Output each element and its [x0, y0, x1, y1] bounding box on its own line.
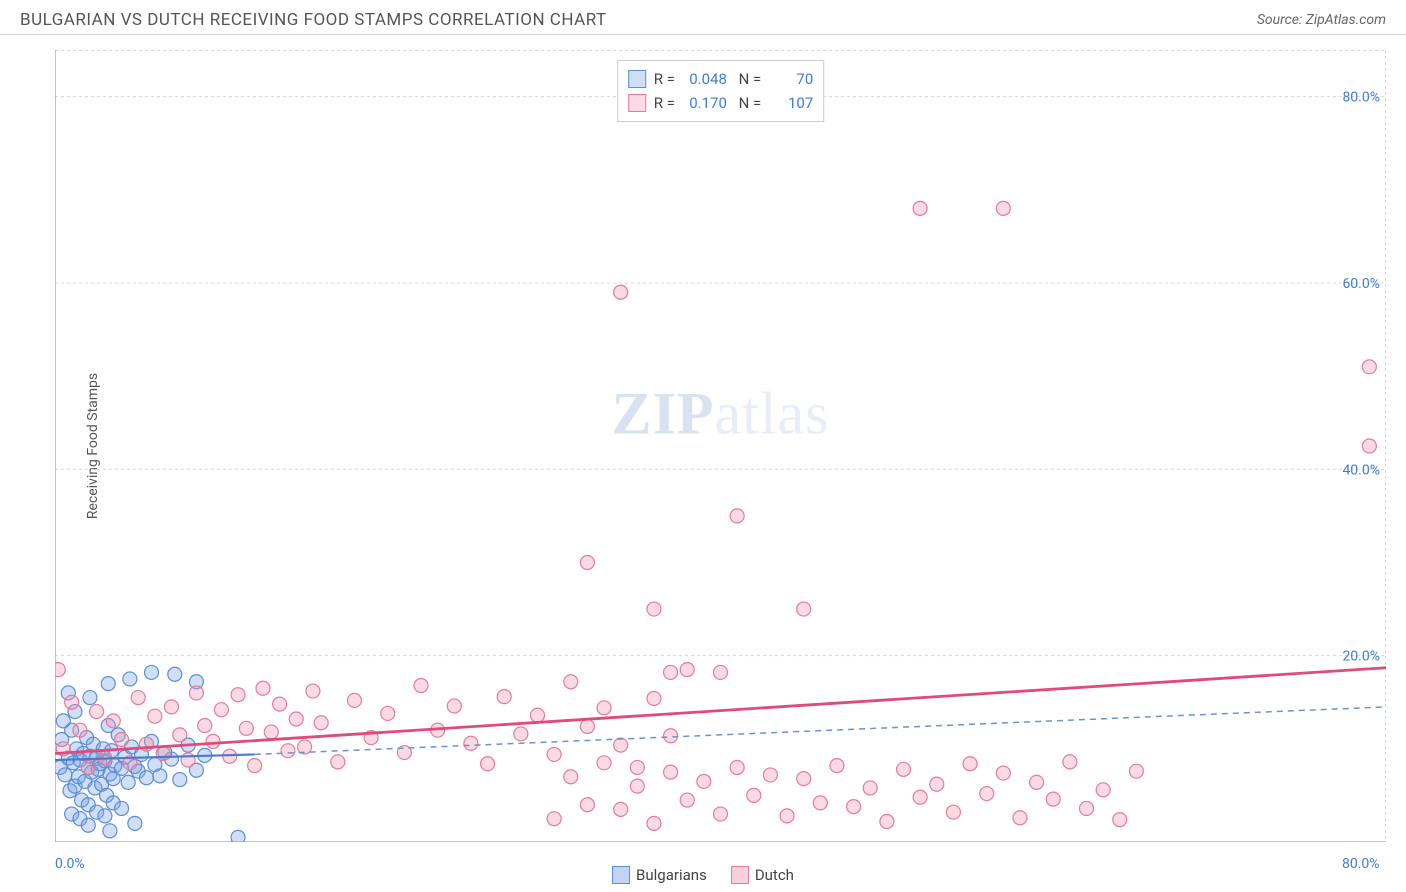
chart-area: Receiving Food Stamps 20.0%40.0%60.0%80.… — [55, 50, 1386, 842]
legend-label: Bulgarians — [636, 866, 707, 884]
r-value-dutch: 0.170 — [683, 91, 727, 115]
x-tick-label: 80.0% — [1342, 856, 1380, 872]
swatch-bulgarians — [612, 866, 630, 884]
n-value-bulgarians: 70 — [769, 67, 813, 91]
legend-item-dutch: Dutch — [731, 866, 794, 884]
swatch-bulgarians — [628, 70, 646, 88]
chart-header: BULGARIAN VS DUTCH RECEIVING FOOD STAMPS… — [0, 0, 1406, 35]
bottom-legend: Bulgarians Dutch — [612, 866, 794, 884]
n-label: N = — [735, 91, 761, 115]
chart-source: Source: ZipAtlas.com — [1257, 12, 1386, 28]
scatter-plot: 20.0% 40.0% 60.0% 80.0% — [55, 50, 1386, 842]
swatch-dutch — [628, 94, 646, 112]
svg-text:80.0%: 80.0% — [1342, 90, 1380, 106]
legend-row-bulgarians: R = 0.048 N = 70 — [628, 67, 814, 91]
r-label: R = — [654, 67, 675, 91]
svg-text:60.0%: 60.0% — [1342, 276, 1380, 292]
legend-item-bulgarians: Bulgarians — [612, 866, 707, 884]
svg-text:20.0%: 20.0% — [1342, 649, 1380, 665]
legend-label: Dutch — [755, 866, 794, 884]
r-value-bulgarians: 0.048 — [683, 67, 727, 91]
x-tick-label: 0.0% — [55, 856, 85, 872]
r-label: R = — [654, 91, 675, 115]
n-value-dutch: 107 — [769, 91, 813, 115]
svg-text:40.0%: 40.0% — [1342, 462, 1380, 478]
chart-title: BULGARIAN VS DUTCH RECEIVING FOOD STAMPS… — [20, 10, 607, 30]
swatch-dutch — [731, 866, 749, 884]
legend-row-dutch: R = 0.170 N = 107 — [628, 91, 814, 115]
correlation-legend: R = 0.048 N = 70 R = 0.170 N = 107 — [617, 60, 825, 122]
n-label: N = — [735, 67, 761, 91]
